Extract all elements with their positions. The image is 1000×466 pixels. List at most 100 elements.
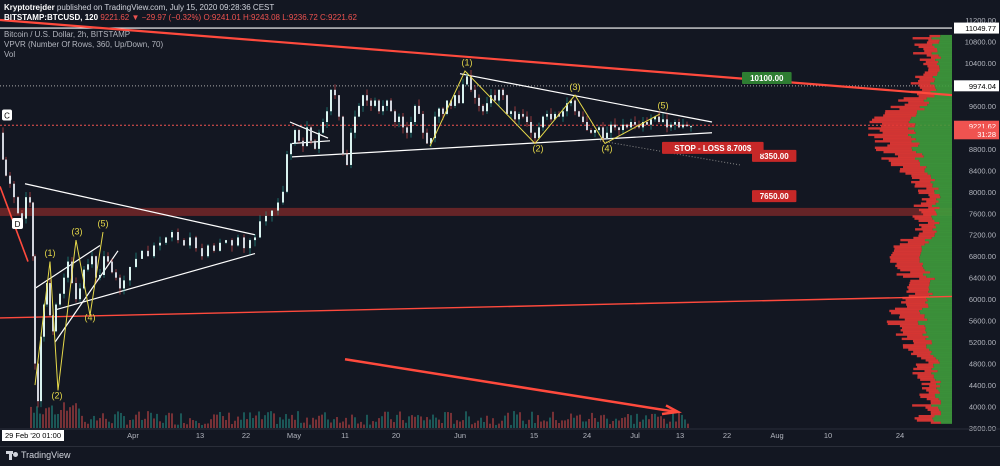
vp-up-row [931, 341, 952, 345]
candle-body [55, 304, 57, 332]
volume-bar [186, 424, 188, 428]
candle-body [378, 100, 380, 112]
vp-up-row [927, 103, 952, 107]
vp-up-row [917, 320, 952, 323]
vp-down-row [868, 127, 909, 130]
tradingview-logo[interactable]: TradingView [6, 450, 71, 460]
vp-up-row [912, 148, 952, 152]
volume-bar [60, 409, 62, 428]
candle-body [249, 240, 251, 249]
candle-body [346, 154, 348, 165]
vp-down-row [901, 337, 926, 341]
vp-down-row [899, 316, 925, 319]
candle-body [237, 237, 239, 246]
vp-up-row [932, 292, 952, 295]
volume-bar [276, 423, 278, 428]
candle-body [103, 256, 105, 275]
candle-body [310, 127, 312, 141]
vp-down-row [914, 185, 933, 188]
x-start-label: 29 Feb '20 01:00 [5, 431, 61, 440]
volume-bar [81, 415, 83, 428]
candle-body [534, 132, 536, 139]
vp-down-row [918, 208, 935, 212]
vp-up-row [935, 210, 952, 214]
vp-up-row [934, 277, 952, 280]
vp-down-row [899, 170, 925, 173]
volume-bar [561, 420, 563, 428]
volume-bar [369, 424, 371, 428]
vp-down-row [913, 52, 932, 55]
volume-bar [219, 411, 221, 428]
volume-bar [540, 421, 542, 428]
chart-header-line2: BITSTAMP:BTCUSD, 120 9221.62 ▼ −29.97 (−… [4, 13, 357, 23]
vp-down-row [929, 34, 941, 38]
candle-body [578, 111, 580, 117]
candle-body [562, 111, 564, 117]
volume-bar [123, 416, 125, 428]
vp-down-row [926, 54, 939, 57]
candle-body [390, 100, 392, 112]
vp-down-row [915, 228, 933, 231]
volume-bar [486, 415, 488, 428]
vp-down-row [904, 318, 928, 321]
candle-body [470, 76, 472, 90]
volume-bar [675, 421, 677, 428]
vp-up-row [919, 105, 952, 109]
indicator-vpvr[interactable]: VPVR (Number Of Rows, 360, Up/Down, 70) [4, 40, 164, 49]
vp-down-row [917, 189, 935, 192]
y-highlight-label: 31:28 [977, 130, 996, 139]
volume-bar [216, 414, 218, 428]
long-ascending-support [0, 295, 953, 319]
vp-down-row [928, 391, 940, 394]
x-tick-label: 10 [824, 431, 832, 440]
vp-down-row [869, 120, 909, 124]
candle-body [326, 111, 328, 122]
volume-bar [456, 420, 458, 428]
vp-up-row [930, 279, 952, 283]
volume-bar [282, 419, 284, 428]
vp-down-row [921, 226, 936, 229]
vp-down-row [917, 365, 934, 368]
vp-down-row [908, 288, 930, 291]
candle-body [282, 191, 284, 203]
vp-up-row [920, 311, 952, 315]
vp-down-row [899, 243, 925, 246]
candle-body [486, 103, 488, 112]
volume-bar [297, 411, 299, 428]
vp-up-row [917, 110, 952, 113]
candle-body [450, 100, 452, 106]
vp-up-row [936, 387, 952, 390]
vp-up-row [935, 395, 952, 399]
candle-body [40, 336, 42, 402]
candle-body [514, 111, 516, 120]
vp-up-row [936, 73, 952, 76]
volume-bar [126, 424, 128, 428]
vp-up-row [920, 253, 952, 257]
candle-body [46, 283, 48, 305]
volume-bar [519, 412, 521, 428]
volume-bar [270, 411, 272, 428]
volume-bar [318, 415, 320, 428]
volume-bar [174, 424, 176, 428]
vp-down-row [912, 339, 932, 343]
vp-down-row [882, 122, 916, 126]
vp-down-row [910, 279, 931, 283]
x-tick-label: 13 [676, 431, 684, 440]
x-tick-label: 11 [341, 431, 349, 440]
vp-down-row [883, 150, 917, 154]
volume-bar [360, 421, 362, 428]
vp-up-row [915, 157, 952, 160]
vp-down-row [930, 399, 941, 403]
vp-up-row [940, 56, 952, 59]
candle-body [111, 261, 113, 273]
candle-body [474, 89, 476, 98]
volume-bar [51, 405, 53, 428]
vp-up-row [934, 219, 952, 222]
vp-up-row [934, 223, 952, 227]
candle-body [678, 122, 680, 128]
vp-down-row [903, 346, 927, 349]
volume-bar [597, 421, 599, 428]
indicator-vol[interactable]: Vol [4, 50, 16, 59]
candle-body [43, 304, 45, 337]
